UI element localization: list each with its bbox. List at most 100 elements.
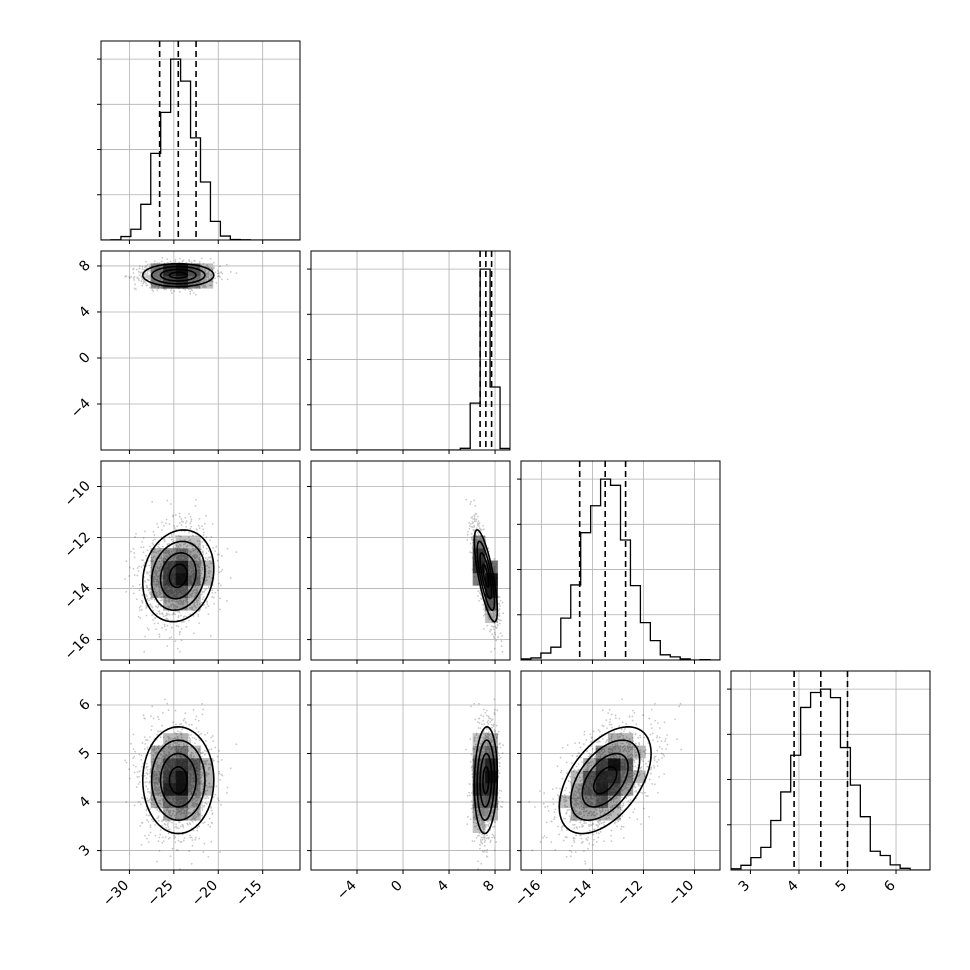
contour-2 <box>569 739 641 822</box>
density-cell <box>188 560 201 574</box>
panel-3-3: 3 4 5 6 <box>727 670 931 896</box>
density-cell <box>558 795 572 809</box>
density-cell <box>188 745 201 759</box>
density-cell <box>163 597 176 611</box>
density-cell <box>175 782 189 796</box>
density-cell <box>175 733 189 746</box>
contour-2 <box>150 739 206 822</box>
panel-2-1 <box>307 460 511 664</box>
panel-content <box>311 461 510 660</box>
y-tick-label: 4 <box>76 794 94 812</box>
contour-1 <box>159 752 197 808</box>
x-tick-label: −16 <box>512 877 544 909</box>
density-cell <box>632 745 646 759</box>
histogram-3 <box>731 688 930 870</box>
panel-content <box>101 41 300 240</box>
x-tick-label: −20 <box>189 878 221 910</box>
x-tick-label: −15 <box>233 878 265 910</box>
density-cell <box>188 770 201 784</box>
contour-2 <box>476 540 496 612</box>
contour-0 <box>482 563 490 589</box>
density-cell <box>175 807 189 821</box>
panel-content <box>311 671 510 870</box>
panel-content <box>311 251 510 450</box>
x-tick-label: −4 <box>334 877 360 903</box>
density-cell <box>150 560 164 574</box>
contour-3 <box>558 726 652 835</box>
panel-frame <box>730 670 931 871</box>
scatter-points <box>528 698 683 870</box>
panel-2-2 <box>517 460 721 664</box>
y-tick-label: 6 <box>76 696 94 714</box>
panel-frame <box>310 460 511 661</box>
panel-frame <box>100 460 301 661</box>
density-cell <box>620 733 634 746</box>
density-cell <box>620 758 634 771</box>
y-tick-label: 0 <box>76 349 94 367</box>
contour-0 <box>168 271 188 279</box>
contour-3 <box>141 726 215 835</box>
histogram-1 <box>311 268 510 450</box>
density-cell <box>163 807 176 821</box>
panel-content <box>101 461 300 660</box>
panel-content <box>731 671 930 870</box>
contour-1 <box>159 552 197 600</box>
panel-content <box>521 461 720 660</box>
density-cell <box>632 770 646 784</box>
x-tick-label: −14 <box>563 877 595 909</box>
x-tick-label: 3 <box>736 878 754 896</box>
panel-1-1 <box>307 250 511 454</box>
scatter-points <box>465 698 504 870</box>
panel-3-1: −4 0 4 8 <box>307 670 511 903</box>
x-tick-label: −25 <box>144 878 176 910</box>
x-tick-label: 4 <box>784 877 802 895</box>
contour-3 <box>473 529 499 623</box>
x-tick-label: −12 <box>614 878 646 910</box>
x-tick-label: −30 <box>100 878 132 910</box>
contour-0 <box>482 766 490 795</box>
contour-1 <box>479 552 493 600</box>
panel-content <box>101 671 300 870</box>
contour-0 <box>168 766 188 795</box>
panel-content <box>521 671 720 870</box>
histogram-2 <box>521 478 720 660</box>
scatter-points <box>124 498 238 653</box>
panel-0-0 <box>97 40 301 244</box>
density-cell <box>595 745 609 759</box>
density-cell <box>200 770 214 784</box>
scatter-points <box>124 257 238 296</box>
panel-frame <box>310 250 511 451</box>
y-tick-label: −16 <box>62 631 94 663</box>
y-tick-label: 8 <box>76 257 94 275</box>
density-cell <box>188 263 201 277</box>
panel-3-0: −30 −25 −20 −15 3 4 5 6 <box>76 670 301 910</box>
density-cell <box>150 745 164 759</box>
density-cell <box>163 733 176 746</box>
y-tick-label: 4 <box>76 303 94 321</box>
x-tick-label: 5 <box>833 878 851 896</box>
panel-1-0: −4 0 4 8 <box>68 250 301 454</box>
x-tick-label: 4 <box>434 877 452 895</box>
density-cell <box>595 795 609 809</box>
y-tick-label: −4 <box>68 395 94 421</box>
panel-3-2: −16 −14 −12 −10 <box>512 670 721 910</box>
contour-2 <box>150 265 206 285</box>
contour-3 <box>141 529 215 623</box>
contour-0 <box>592 766 618 795</box>
contour-2 <box>476 739 496 822</box>
contour-3 <box>141 262 215 288</box>
y-tick-label: 5 <box>76 745 94 763</box>
x-tick-label: 0 <box>388 878 406 896</box>
panel-frame <box>310 670 511 871</box>
panel-frame <box>100 40 301 241</box>
density-cell <box>188 597 201 611</box>
x-tick-label: 6 <box>881 877 899 895</box>
density-cell <box>150 758 164 771</box>
contour-3 <box>473 726 499 835</box>
panel-2-0: −16 −14 −12 −10 <box>62 460 301 664</box>
density-cell <box>163 560 176 574</box>
panel-frame <box>100 250 301 451</box>
density-cell <box>150 548 164 561</box>
density-cell <box>570 795 584 809</box>
x-tick-label: −10 <box>665 878 697 910</box>
